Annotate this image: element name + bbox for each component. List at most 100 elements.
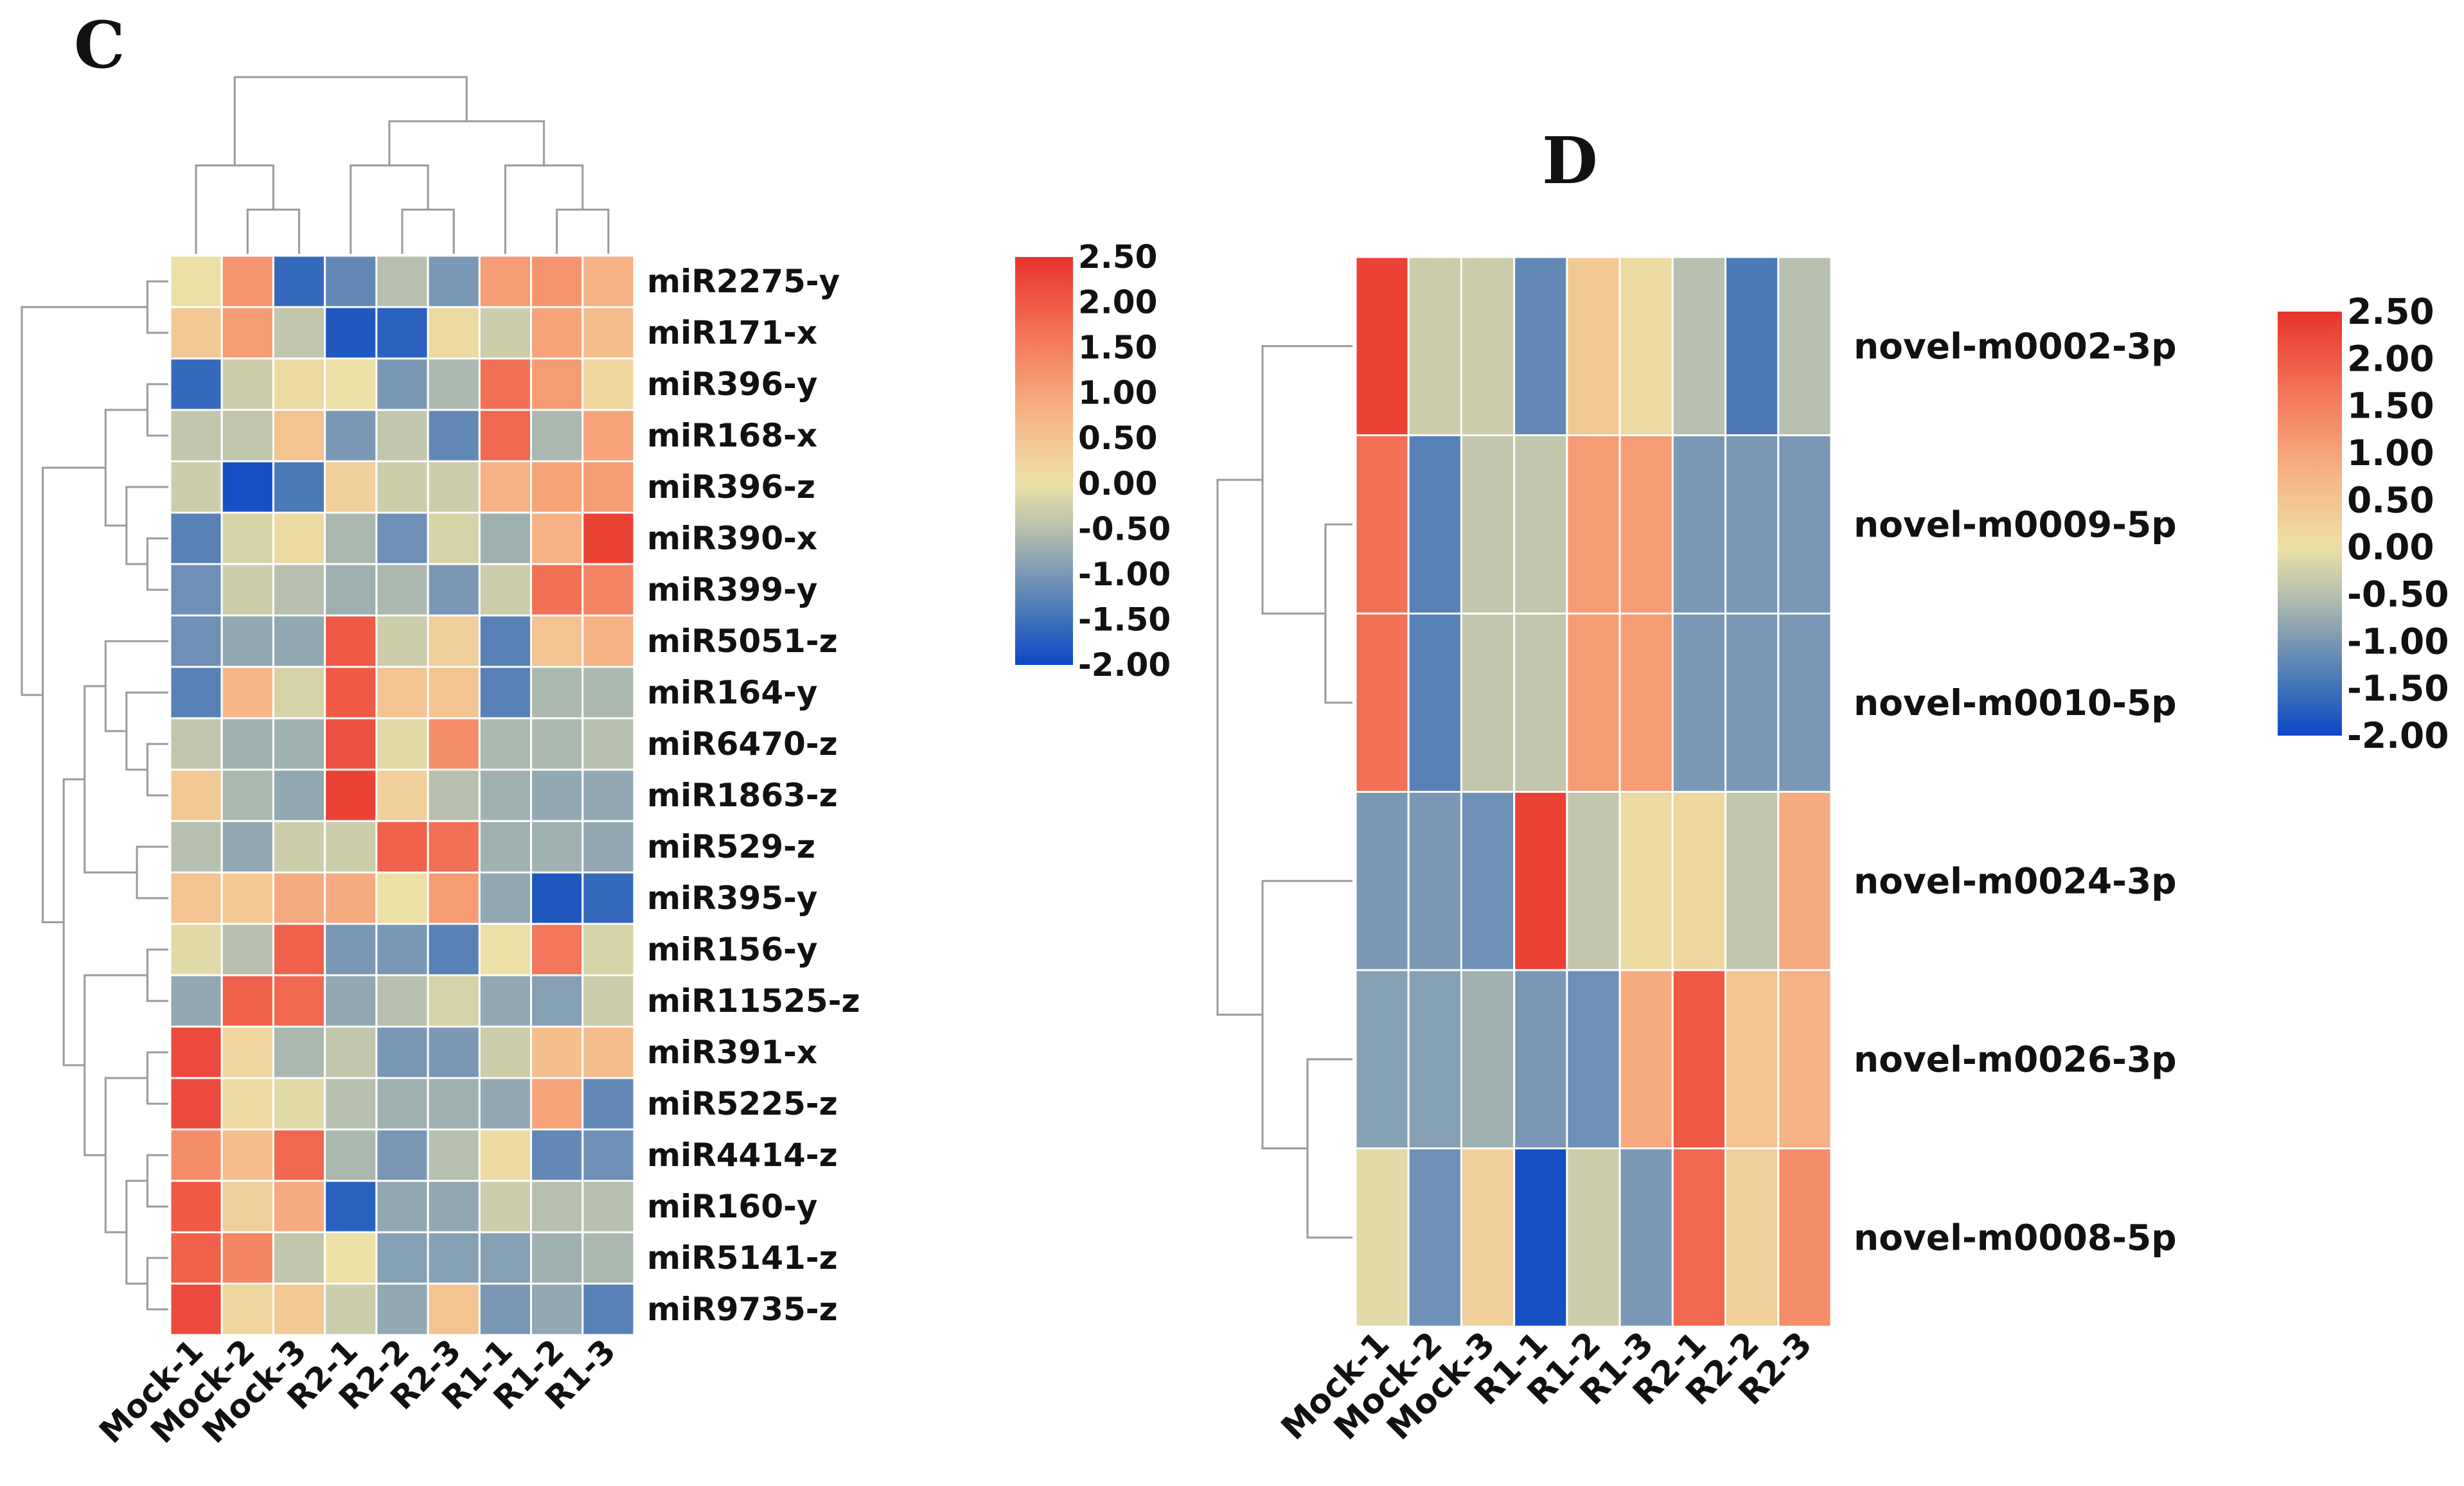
heatmap-cell [478,974,533,1028]
heatmap-cell [169,563,223,617]
colorbar-tick-label: -1.00 [2347,621,2449,662]
heatmap-cell [427,563,481,617]
heatmap-cell [169,923,223,977]
heatmap-cell [581,1128,635,1182]
heatmap-cell [1460,791,1516,971]
heatmap-cell [375,1180,429,1234]
heatmap-cell [220,1180,274,1234]
heatmap-cell [530,1180,584,1234]
heatmap-cell [324,614,378,668]
heatmap-cell [220,871,274,925]
colorbar-tick-label: -0.50 [1078,510,1171,547]
heatmap-cell [1724,612,1780,793]
row-label: miR5225-z [647,1085,838,1122]
heatmap-cell [220,974,274,1028]
heatmap-cell [1513,434,1568,615]
row-label: miR396-y [647,366,817,403]
heatmap-cell [478,1282,533,1336]
dendrogram-branch [388,120,545,166]
heatmap-cell [272,254,326,308]
heatmap-cell [220,511,274,565]
dendrogram-branch [84,974,148,1156]
heatmap-cell [220,460,274,514]
colorbar: 2.50 2.00 1.50 1.00 0.50 0.00 -0.50 -1.00 -1.50 -… [1015,238,1171,684]
heatmap-cell [324,563,378,617]
heatmap-cell [1671,1147,1727,1328]
heatmap-cell [324,1128,378,1182]
heatmap-cell [1513,256,1568,436]
row-dendrogram [21,280,168,1311]
heatmap-cell [169,768,223,822]
panel-letter: D [1542,123,1598,199]
heatmap-cell [581,511,635,565]
row-label: miR391-x [647,1034,817,1071]
row-label: novel-m0002-3p [1854,326,2177,367]
row-label: novel-m0024-3p [1854,860,2177,901]
heatmap-cell [427,254,481,308]
heatmap-cell [324,820,378,874]
heatmap-cell [1407,969,1462,1149]
heatmap-cell [530,254,584,308]
heatmap-cell [169,974,223,1028]
heatmap-cell [1513,791,1568,971]
heatmap-cell [169,717,223,771]
row-label: miR160-y [647,1188,817,1225]
heatmap-cell [375,563,429,617]
heatmap-cell [530,717,584,771]
heatmap-cell [1724,256,1780,436]
heatmap-cell [1566,969,1621,1149]
heatmap-cell [530,511,584,565]
heatmap-cell [1618,969,1674,1149]
heatmap-cell [1407,791,1462,971]
heatmap-cell [1777,434,1832,615]
dendrogram-branch [146,280,168,334]
heatmap-cell [375,1128,429,1182]
heatmap-cell [530,614,584,668]
row-label: novel-m0008-5p [1854,1217,2177,1258]
heatmap-cell [478,460,533,514]
heatmap-cell [324,768,378,822]
heatmap-cell [581,923,635,977]
heatmap-cell [169,460,223,514]
heatmap-cell [1460,256,1516,436]
row-label: miR171-x [647,314,817,351]
dendrogram-branch [62,778,85,1066]
colorbar-tick-label: 2.00 [1078,284,1157,321]
heatmap-cell [1618,1147,1674,1328]
heatmap-cell [272,1025,326,1079]
heatmap-cell [581,1025,635,1079]
heatmap-cell [272,1077,326,1131]
dendrogram-branch [104,640,168,732]
heatmap-cell [324,306,378,360]
heatmap-cell [530,974,584,1028]
heatmap-cell [530,1077,584,1131]
colorbar-tick-label: 1.00 [2347,432,2434,473]
heatmap-cell [272,666,326,720]
heatmap-cell [375,717,429,771]
heatmap-cell [427,511,481,565]
heatmap-cell [220,563,274,617]
heatmap-cell [220,666,274,720]
heatmap-cell [1354,612,1410,793]
heatmap-cell [530,923,584,977]
row-label: miR390-x [647,520,817,557]
heatmap-cell [581,820,635,874]
dendrogram-branch [146,1051,168,1105]
heatmap-cell [272,306,326,360]
heatmap-cell [1407,1147,1462,1328]
heatmap-cell [427,1282,481,1336]
heatmap-cell [530,460,584,514]
heatmap-cell [324,1282,378,1336]
heatmap-cell [1513,969,1568,1149]
column-labels: Mock-1Mock-2Mock-3R1-1R1-2R1-3R2-1R2-2R2… [1274,1325,1820,1447]
heatmap-cell [272,460,326,514]
heatmap-cell [427,460,481,514]
heatmap-cell [478,923,533,977]
dendrogram-branch [21,306,148,696]
dendrogram-branch [1216,479,1263,1016]
heatmap-cell [530,1025,584,1079]
heatmap-cell [581,409,635,463]
heatmap-cell [375,357,429,411]
heatmap-cell [1671,969,1727,1149]
